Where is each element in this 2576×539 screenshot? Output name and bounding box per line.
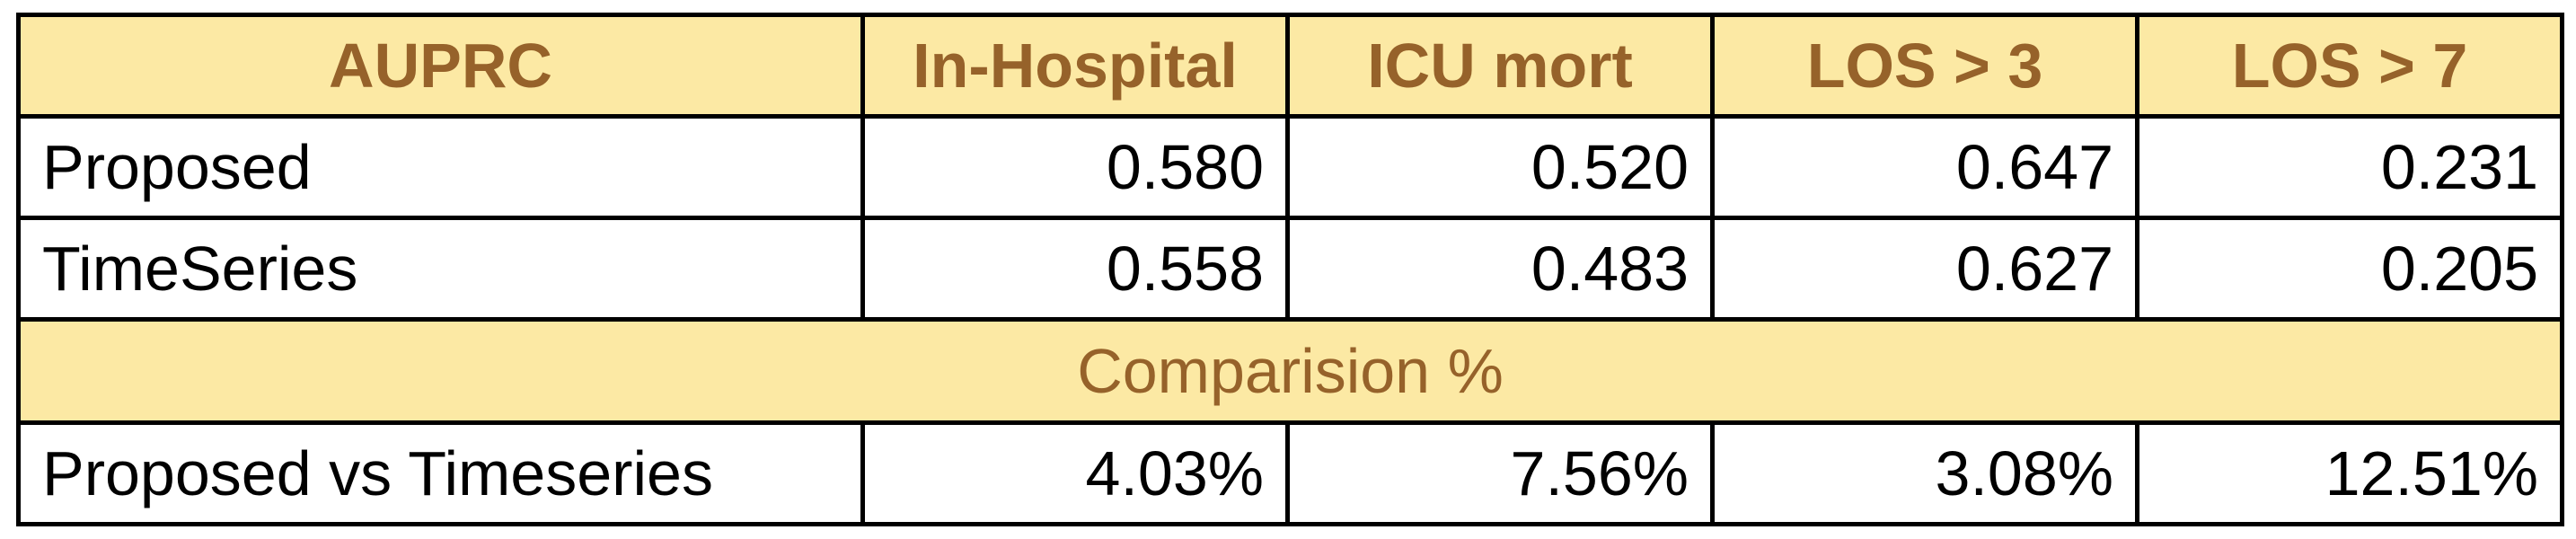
header-cell-los-7: LOS > 7 [2135, 13, 2564, 119]
header-cell-metric: AUPRC [16, 13, 865, 119]
header-row: AUPRC In-Hospital ICU mort LOS > 3 LOS >… [16, 13, 2564, 119]
cell-timeseries-los-3: 0.627 [1710, 216, 2139, 322]
cell-comparison-los-7: 12.51% [2135, 420, 2564, 526]
auprc-results-table: AUPRC In-Hospital ICU mort LOS > 3 LOS >… [16, 13, 2564, 526]
cell-proposed-los-7: 0.231 [2135, 114, 2564, 220]
header-cell-in-hospital: In-Hospital [860, 13, 1290, 119]
cell-timeseries-in-hospital: 0.558 [860, 216, 1290, 322]
cell-comparison-in-hospital: 4.03% [860, 420, 1290, 526]
cell-comparison-los-3: 3.08% [1710, 420, 2139, 526]
cell-proposed-los-3: 0.647 [1710, 114, 2139, 220]
header-cell-los-3: LOS > 3 [1710, 13, 2139, 119]
row-label-comparison: Proposed vs Timeseries [16, 420, 865, 526]
table-row-timeseries: TimeSeries 0.558 0.483 0.627 0.205 [16, 216, 2564, 322]
cell-proposed-in-hospital: 0.580 [860, 114, 1290, 220]
cell-timeseries-los-7: 0.205 [2135, 216, 2564, 322]
row-label-timeseries: TimeSeries [16, 216, 865, 322]
cell-timeseries-icu-mort: 0.483 [1285, 216, 1715, 322]
comparison-section-row: Comparision % [16, 317, 2564, 425]
row-label-proposed: Proposed [16, 114, 865, 220]
cell-comparison-icu-mort: 7.56% [1285, 420, 1715, 526]
comparison-section-title: Comparision % [16, 317, 2564, 425]
table-row-comparison: Proposed vs Timeseries 4.03% 7.56% 3.08%… [16, 420, 2564, 526]
header-cell-icu-mort: ICU mort [1285, 13, 1715, 119]
table-row-proposed: Proposed 0.580 0.520 0.647 0.231 [16, 114, 2564, 220]
cell-proposed-icu-mort: 0.520 [1285, 114, 1715, 220]
